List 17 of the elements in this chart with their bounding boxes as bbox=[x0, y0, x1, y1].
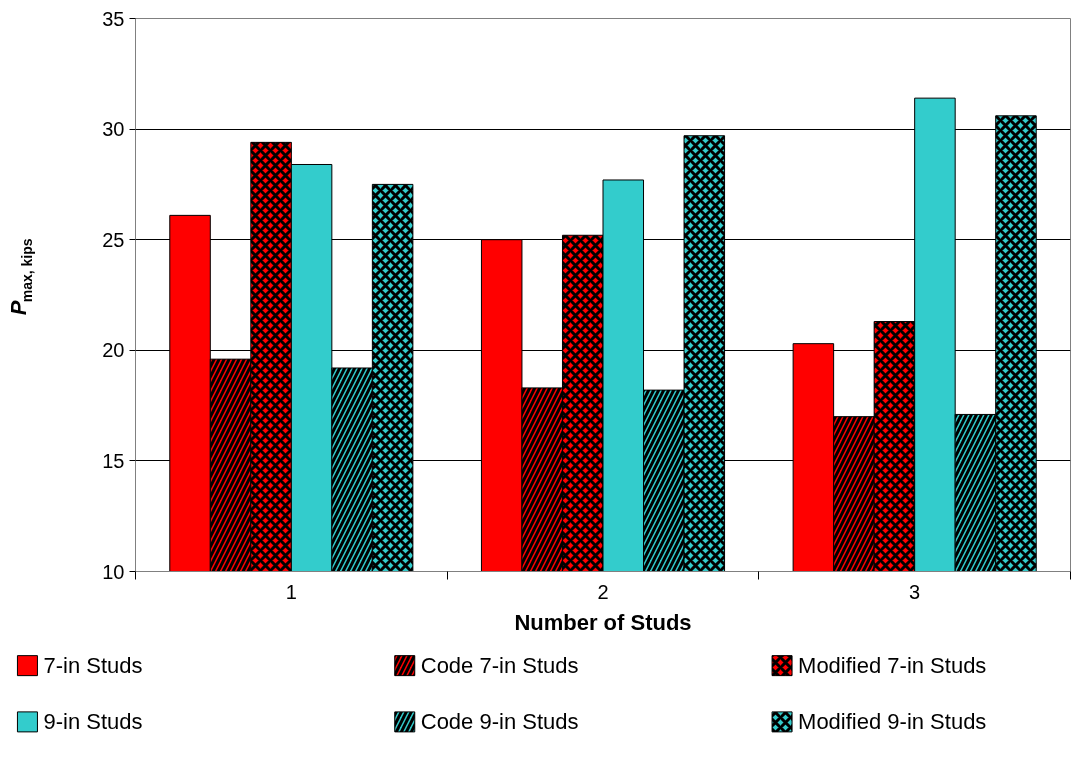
x-tick-label: 3 bbox=[909, 580, 921, 603]
legend-label: 7-in Studs bbox=[43, 653, 143, 679]
y-tick-label: 15 bbox=[102, 449, 125, 472]
x-tick-label: 2 bbox=[597, 580, 609, 603]
legend-label: Modified 7-in Studs bbox=[798, 653, 987, 679]
y-tick-label: 20 bbox=[102, 339, 125, 362]
y-tick-label: 30 bbox=[102, 118, 125, 141]
legend-label: Modified 9-in Studs bbox=[798, 709, 987, 735]
y-tick-label: 35 bbox=[102, 7, 125, 30]
legend-label: Code 7-in Studs bbox=[420, 653, 579, 679]
y-tick-label: 10 bbox=[102, 560, 125, 583]
legend-label: 9-in Studs bbox=[43, 709, 143, 735]
legend-label: Code 9-in Studs bbox=[420, 709, 579, 735]
y-tick-label: 25 bbox=[102, 228, 125, 251]
x-axis-title: Number of Studs bbox=[514, 609, 692, 635]
x-tick-label: 1 bbox=[285, 580, 297, 603]
y-axis-title: Pmax, kips bbox=[5, 238, 35, 316]
